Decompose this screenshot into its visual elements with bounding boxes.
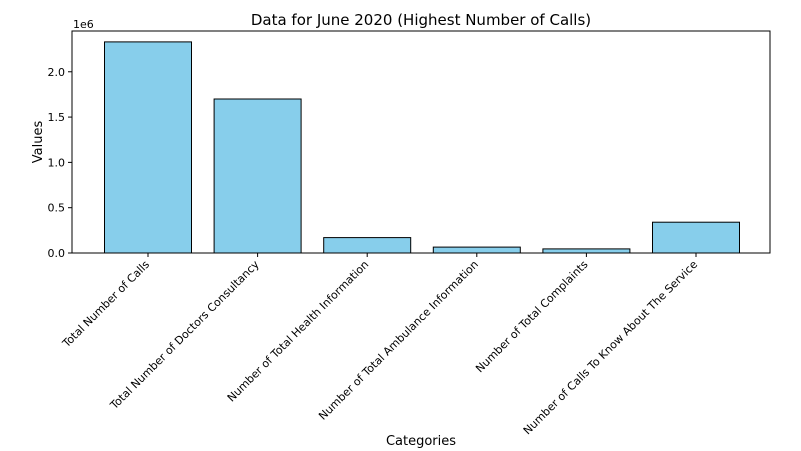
bar [432, 246, 521, 254]
y-tick-label: 2.0 [48, 66, 66, 79]
x-tick-label: Total Number of Calls [59, 258, 152, 351]
y-axis-label: Values [31, 121, 46, 164]
bar [323, 237, 412, 254]
bar [104, 41, 192, 254]
y-tick-label: 0.5 [48, 202, 66, 215]
y-tick-label: 1.0 [48, 156, 66, 169]
y-tick-label: 1.5 [48, 111, 66, 124]
y-tick-label: 0.0 [48, 247, 66, 260]
chart-title: Data for June 2020 (Highest Number of Ca… [251, 11, 591, 29]
bar [213, 98, 302, 254]
plot-frame [71, 30, 771, 254]
y-axis-scale-label: 1e6 [73, 18, 94, 31]
x-axis-label: Categories [386, 434, 456, 449]
bar [542, 248, 631, 254]
x-tick-label: Number of Total Complaints [473, 258, 591, 376]
bar [652, 221, 740, 254]
x-tick-label: Number of Calls To Know About The Servic… [521, 258, 701, 438]
